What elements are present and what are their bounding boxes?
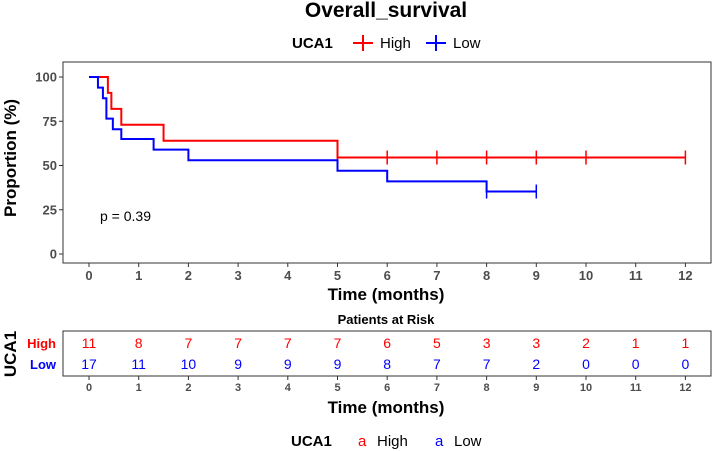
x-tick-label: 0 bbox=[85, 268, 92, 283]
legend-low-symbol bbox=[426, 35, 446, 51]
chart-title: Overall_survival bbox=[305, 0, 467, 22]
x-tick-label: 4 bbox=[284, 268, 292, 283]
risk-value-high: 7 bbox=[334, 335, 342, 351]
risk-table-y-title: UCA1 bbox=[1, 331, 20, 377]
bottom-legend-title: UCA1 bbox=[291, 433, 332, 450]
legend-high-symbol bbox=[353, 35, 373, 51]
x-axis-title: Time (months) bbox=[328, 285, 445, 304]
risk-value-low: 9 bbox=[234, 356, 242, 372]
risk-value-low: 0 bbox=[632, 356, 640, 372]
risk-x-tick-label: 3 bbox=[235, 382, 241, 394]
risk-value-high: 11 bbox=[82, 335, 97, 351]
bottom-legend-high-label: High bbox=[377, 433, 408, 450]
top-legend: UCA1 High Low bbox=[292, 35, 481, 52]
x-tick-label: 6 bbox=[384, 268, 391, 283]
risk-value-low: 9 bbox=[284, 356, 292, 372]
risk-value-low: 11 bbox=[131, 356, 146, 372]
risk-x-tick-label: 0 bbox=[86, 382, 92, 394]
risk-value-high: 7 bbox=[284, 335, 292, 351]
risk-value-low: 7 bbox=[433, 356, 441, 372]
series-line-high bbox=[89, 76, 686, 159]
risk-value-low: 9 bbox=[334, 356, 342, 372]
risk-value-high: 7 bbox=[234, 335, 242, 351]
x-tick-label: 3 bbox=[234, 268, 241, 283]
risk-value-low: 17 bbox=[81, 356, 97, 372]
legend-title: UCA1 bbox=[292, 35, 333, 52]
risk-x-tick-label: 2 bbox=[185, 382, 191, 394]
risk-value-high: 7 bbox=[185, 335, 193, 351]
risk-x-tick-label: 12 bbox=[679, 382, 691, 394]
risk-value-high: 3 bbox=[532, 335, 540, 351]
risk-x-tick-label: 8 bbox=[484, 382, 490, 394]
risk-row-label-high: High bbox=[27, 336, 56, 351]
risk-x-tick-label: 5 bbox=[334, 382, 340, 394]
x-tick-label: 1 bbox=[135, 268, 142, 283]
p-value-label: p = 0.39 bbox=[100, 208, 151, 224]
series-line-low bbox=[89, 76, 537, 193]
bottom-legend-high-glyph: a bbox=[358, 433, 367, 450]
x-tick-label: 5 bbox=[334, 268, 341, 283]
risk-value-high: 1 bbox=[682, 335, 690, 351]
bottom-legend: UCA1 a High a Low bbox=[291, 433, 482, 450]
x-tick-label: 2 bbox=[185, 268, 192, 283]
y-tick-label: 25 bbox=[43, 202, 57, 217]
risk-value-low: 7 bbox=[483, 356, 491, 372]
x-tick-label: 9 bbox=[533, 268, 540, 283]
survival-curves bbox=[89, 76, 687, 199]
risk-value-high: 6 bbox=[383, 335, 391, 351]
bottom-legend-low-glyph: a bbox=[435, 433, 444, 450]
risk-value-low: 8 bbox=[383, 356, 391, 372]
risk-value-high: 2 bbox=[582, 335, 590, 351]
risk-row-label-low: Low bbox=[30, 357, 57, 372]
risk-x-tick-label: 9 bbox=[533, 382, 539, 394]
risk-x-tick-label: 6 bbox=[384, 382, 390, 394]
risk-value-low: 0 bbox=[582, 356, 590, 372]
risk-x-tick-label: 11 bbox=[630, 382, 642, 394]
risk-x-tick-label: 7 bbox=[434, 382, 440, 394]
risk-value-high: 3 bbox=[483, 335, 491, 351]
y-tick-label: 0 bbox=[50, 247, 57, 262]
risk-value-high: 1 bbox=[632, 335, 640, 351]
y-axis-title: Proportion (%) bbox=[1, 99, 20, 217]
x-axis-ticks: 0 1 2 3 4 5 6 7 8 9 10 11 12 bbox=[85, 263, 693, 283]
y-tick-label: 50 bbox=[43, 158, 57, 173]
x-tick-label: 8 bbox=[483, 268, 490, 283]
risk-value-low: 0 bbox=[682, 356, 690, 372]
y-tick-label: 100 bbox=[35, 70, 57, 85]
risk-table-title: Patients at Risk bbox=[338, 312, 436, 327]
y-axis-ticks: 0 25 50 75 100 bbox=[35, 70, 63, 262]
risk-value-high: 8 bbox=[135, 335, 143, 351]
risk-table-x-title: Time (months) bbox=[328, 398, 445, 417]
x-tick-label: 10 bbox=[579, 268, 593, 283]
risk-value-high: 5 bbox=[433, 335, 441, 351]
bottom-legend-low-label: Low bbox=[454, 433, 482, 450]
risk-table-values: 11 8 7 7 7 7 6 5 3 3 2 1 117 11 10 9 9 9 8 7 7 2 0 0 0 bbox=[81, 335, 689, 372]
risk-value-low: 2 bbox=[532, 356, 540, 372]
risk-x-tick-label: 10 bbox=[580, 382, 592, 394]
risk-value-low: 10 bbox=[181, 356, 197, 372]
x-tick-label: 12 bbox=[678, 268, 692, 283]
risk-table-x-ticks: 0 1 2 3 4 5 6 7 8 9 10 11 12 bbox=[86, 376, 692, 394]
legend-low-label: Low bbox=[453, 35, 481, 52]
x-tick-label: 11 bbox=[629, 268, 643, 283]
legend-high-label: High bbox=[380, 35, 411, 52]
risk-x-tick-label: 4 bbox=[285, 382, 292, 394]
x-tick-label: 7 bbox=[433, 268, 440, 283]
y-tick-label: 75 bbox=[43, 114, 57, 129]
risk-x-tick-label: 1 bbox=[136, 382, 142, 394]
